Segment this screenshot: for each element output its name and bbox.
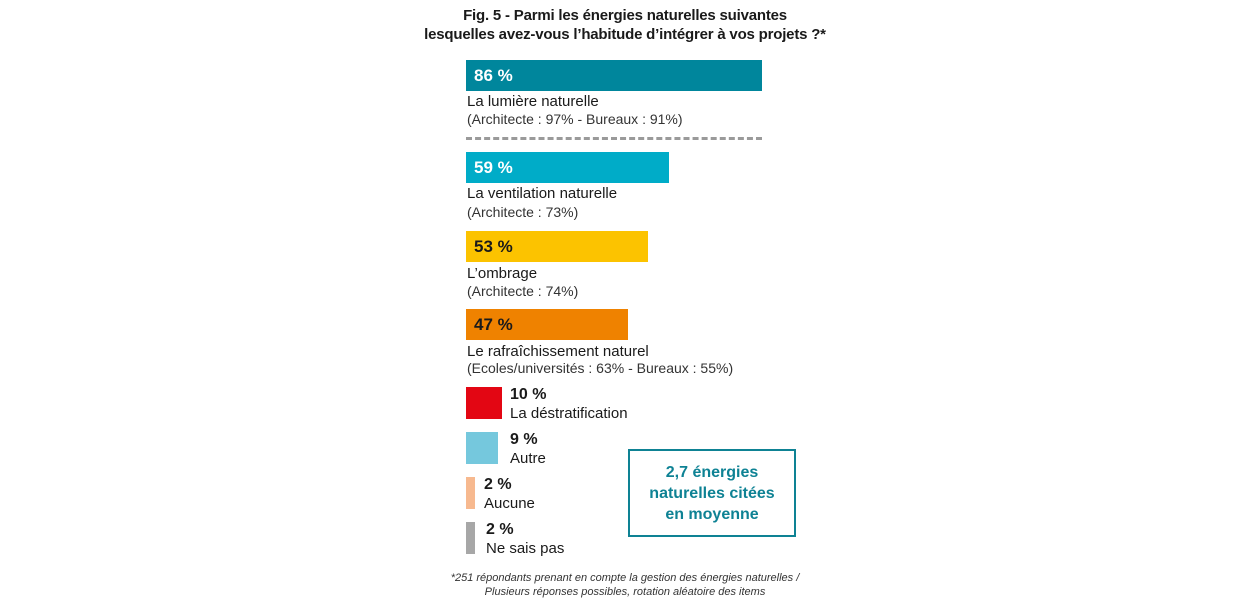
category-label: La déstratification xyxy=(510,405,628,422)
category-label: Ne sais pas xyxy=(486,540,565,557)
callout-line-3: en moyenne xyxy=(665,505,759,523)
bar-value-label: 86 % xyxy=(474,66,513,85)
bar-3: 53 % xyxy=(466,231,648,262)
bar-7 xyxy=(466,477,475,509)
bar-value-label: 9 % xyxy=(510,431,538,448)
footnote-line-1: *251 répondants prenant en compte la ges… xyxy=(450,572,800,584)
bar-value-label: 2 % xyxy=(486,521,514,538)
bar-1: 86 % xyxy=(466,60,762,91)
bar-2: 59 % xyxy=(466,152,669,183)
bar-value-label: 53 % xyxy=(474,237,513,256)
category-label: La lumière naturelle xyxy=(467,93,599,110)
average-callout-box: 2,7 énergies naturelles citées en moyenn… xyxy=(628,449,796,537)
dashed-divider xyxy=(466,137,762,140)
category-label: L’ombrage xyxy=(467,265,538,282)
category-sublabel: (Architecte : 97% - Bureaux : 91%) xyxy=(467,111,683,127)
average-callout-text: 2,7 énergies naturelles citées en moyenn… xyxy=(637,462,787,525)
chart-title-line-1: Fig. 5 - Parmi les énergies naturelles s… xyxy=(463,7,787,24)
bar-value-label: 2 % xyxy=(484,476,512,493)
category-sublabel: (Ecoles/universités : 63% - Bureaux : 55… xyxy=(467,360,734,376)
category-label: Autre xyxy=(510,450,546,467)
category-label: La ventilation naturelle xyxy=(467,185,618,202)
category-sublabel: (Architecte : 73%) xyxy=(467,204,579,220)
category-sublabel: (Architecte : 74%) xyxy=(467,283,579,299)
bar-8 xyxy=(466,522,475,554)
bar-6 xyxy=(466,432,498,464)
bar-value-label: 10 % xyxy=(510,386,547,403)
chart-title-line-2: lesquelles avez-vous l’habitude d’intégr… xyxy=(424,26,826,43)
bar-value-label: 47 % xyxy=(474,315,513,334)
callout-line-2: naturelles citées xyxy=(649,484,775,502)
category-label: Le rafraîchissement naturel xyxy=(467,343,649,360)
callout-line-1: 2,7 énergies xyxy=(665,463,759,481)
bar-value-label: 59 % xyxy=(474,158,513,177)
bar-4: 47 % xyxy=(466,309,628,340)
bar-5 xyxy=(466,387,502,419)
footnote-line-2: Plusieurs réponses possibles, rotation a… xyxy=(484,586,766,598)
category-label: Aucune xyxy=(484,495,535,512)
